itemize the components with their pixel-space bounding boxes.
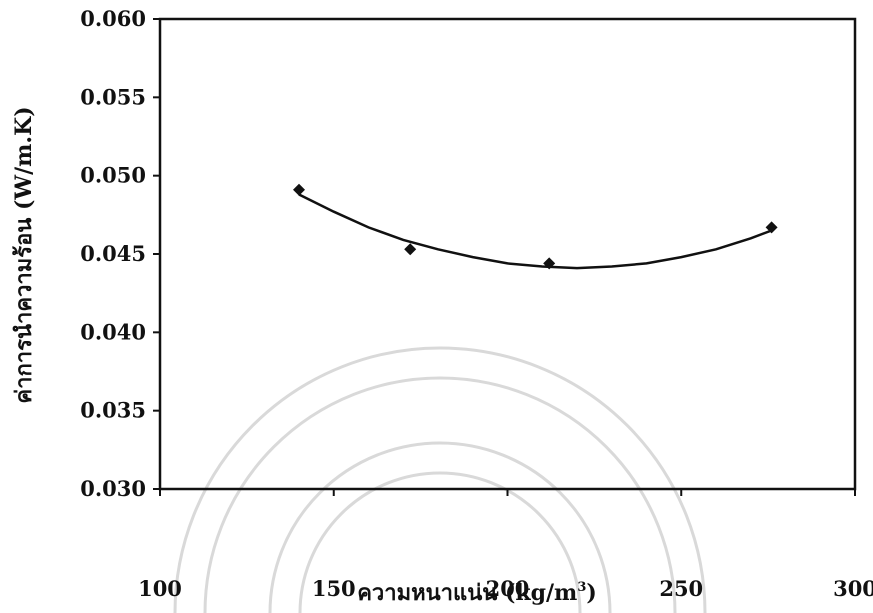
x-tick-label: 150 bbox=[312, 576, 356, 601]
y-tick-label: 0.035 bbox=[80, 398, 146, 423]
x-tick-label: 100 bbox=[138, 576, 182, 601]
y-tick-label: 0.055 bbox=[80, 84, 146, 109]
y-tick-label: 0.030 bbox=[80, 476, 146, 501]
y-axis-ticks bbox=[153, 18, 160, 490]
y-tick-label: 0.045 bbox=[80, 241, 146, 266]
data-point bbox=[293, 183, 305, 196]
x-tick-label: 250 bbox=[659, 576, 703, 601]
trendline bbox=[298, 193, 773, 270]
data-point bbox=[404, 243, 417, 256]
data-point bbox=[543, 257, 556, 270]
data-points bbox=[293, 183, 778, 270]
y-tick-label: 0.050 bbox=[80, 163, 146, 188]
watermark-seal bbox=[173, 346, 707, 613]
x-axis-ticks bbox=[159, 489, 856, 496]
y-axis-label: ค่าการนำความร้อน (W/m.K) bbox=[11, 106, 37, 403]
y-tick-label: 0.040 bbox=[80, 319, 146, 344]
y-axis-tick-labels: 0.030 0.035 0.040 0.045 0.050 0.055 0.060 bbox=[80, 6, 146, 501]
x-axis-label: ความหนาแน่น (kg/m3) bbox=[357, 580, 597, 606]
plot-frame bbox=[158, 17, 857, 491]
x-tick-label: 200 bbox=[486, 576, 530, 601]
x-tick-label: 300 bbox=[833, 576, 873, 601]
x-axis-tick-labels: 100 150 200 250 300 bbox=[138, 576, 873, 601]
data-point bbox=[765, 221, 778, 234]
y-tick-label: 0.060 bbox=[80, 6, 146, 31]
